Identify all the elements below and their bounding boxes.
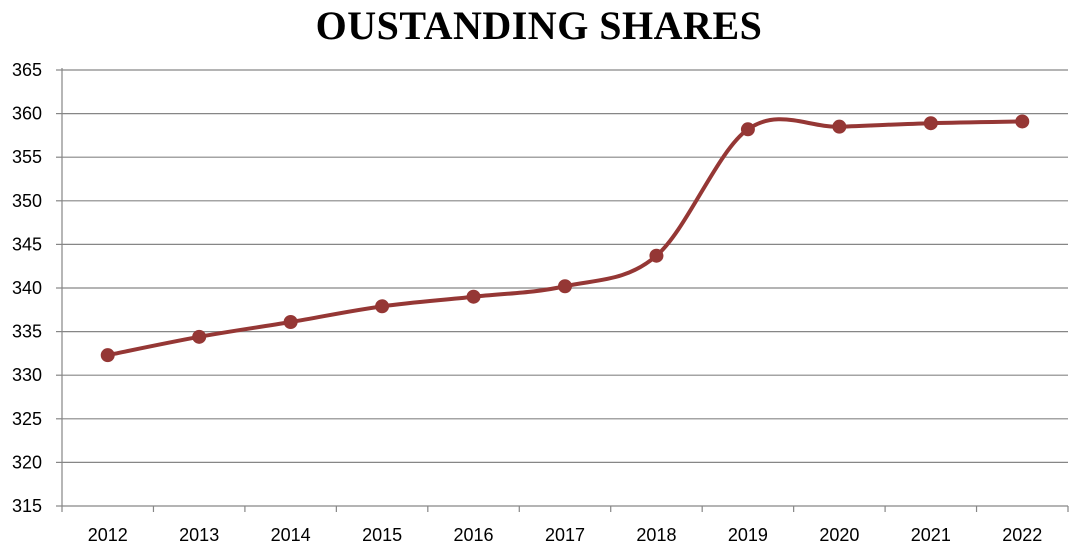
- axes: [56, 68, 1069, 512]
- y-tick-label: 315: [12, 496, 42, 516]
- data-point: [100, 348, 115, 363]
- data-point: [375, 299, 390, 314]
- chart-title: OUSTANDING SHARES: [315, 3, 763, 48]
- gridlines: [62, 69, 1068, 463]
- y-tick-label: 360: [12, 104, 42, 124]
- x-tick-label: 2014: [271, 525, 311, 545]
- y-tick-label: 345: [12, 234, 42, 254]
- y-tick-labels: 315 320 325 330 335 340 345 350 355 360 365: [12, 60, 42, 516]
- y-tick-label: 325: [12, 409, 42, 429]
- data-point: [283, 315, 298, 330]
- y-tick-label: 355: [12, 147, 42, 167]
- data-point: [1015, 114, 1030, 129]
- series-line: [105, 117, 1025, 358]
- data-point: [832, 119, 847, 134]
- x-tick-label: 2021: [911, 525, 951, 545]
- x-tick-label: 2017: [545, 525, 585, 545]
- y-tick-label: 350: [12, 191, 42, 211]
- x-tick-label: 2018: [636, 525, 676, 545]
- x-tick-label: 2016: [454, 525, 494, 545]
- data-point: [740, 122, 755, 137]
- data-point: [923, 116, 938, 131]
- y-tick-label: 330: [12, 365, 42, 385]
- y-tick-label: 335: [12, 322, 42, 342]
- y-tick-label: 340: [12, 278, 42, 298]
- x-tick-label: 2012: [88, 525, 128, 545]
- x-tick-label: 2019: [728, 525, 768, 545]
- x-tick-labels: 2012 2013 2014 2015 2016 2017 2018 2019 2020 2021…: [88, 525, 1043, 545]
- data-point: [558, 279, 572, 294]
- x-tick-label: 2015: [362, 525, 402, 545]
- x-tick-label: 2013: [179, 525, 219, 545]
- x-tick-label: 2022: [1002, 525, 1042, 545]
- series: [100, 114, 1030, 363]
- x-tick-label: 2020: [819, 525, 859, 545]
- y-tick-label: 320: [12, 452, 42, 472]
- y-tick-label: 365: [12, 60, 42, 80]
- data-point: [649, 248, 664, 263]
- data-point: [192, 329, 207, 344]
- data-point: [466, 289, 481, 304]
